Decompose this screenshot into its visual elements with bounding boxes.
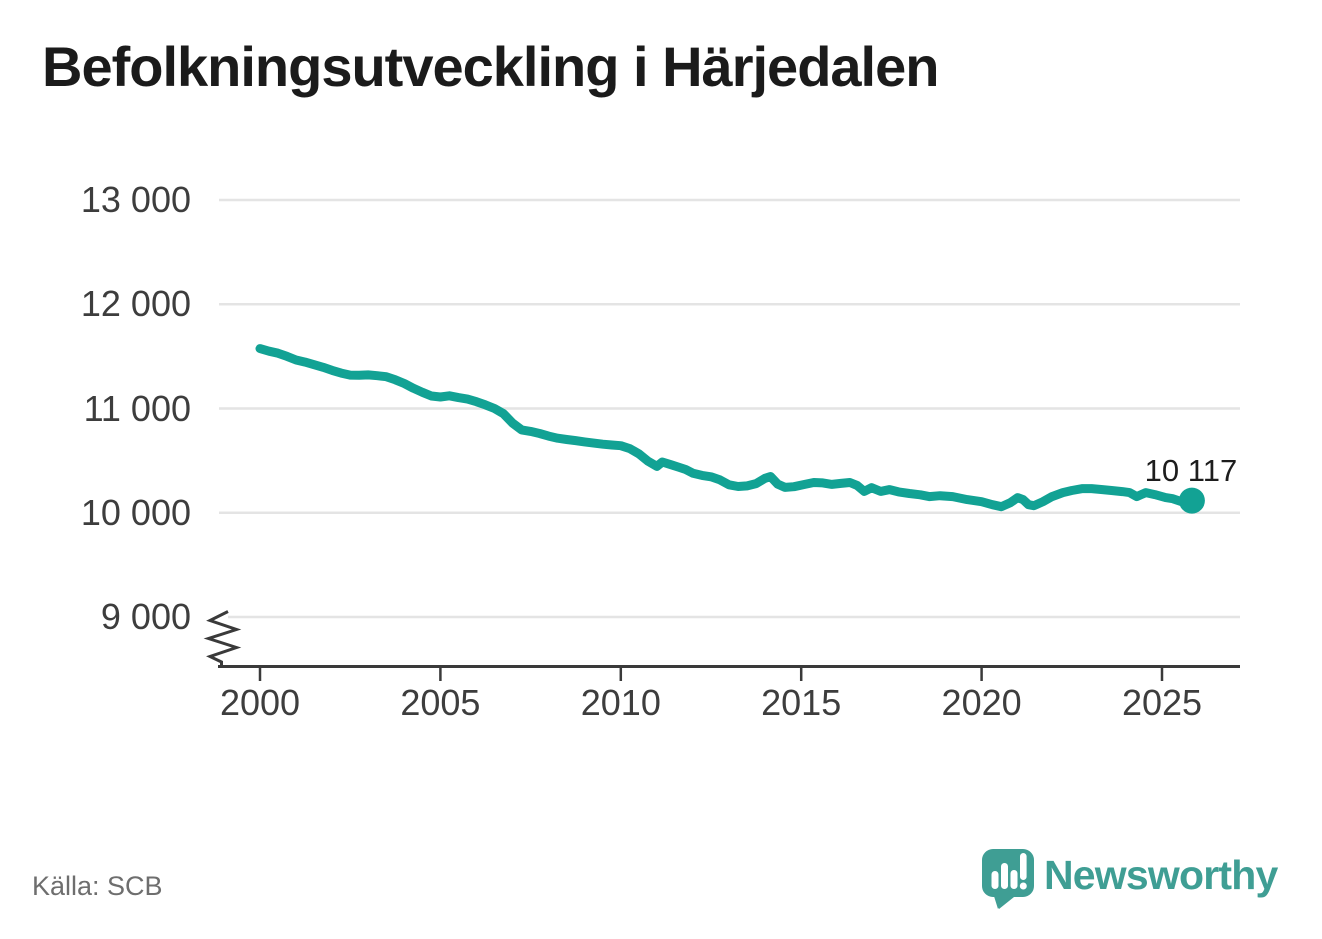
y-tick-label: 13 000 (80, 179, 191, 220)
x-tick-label: 2010 (580, 682, 661, 723)
axis-break-icon (203, 610, 242, 667)
gridlines (219, 198, 1240, 619)
x-tick-label: 2025 (1121, 682, 1203, 723)
newsworthy-logo-icon (982, 849, 1034, 909)
chart-title: Befolkningsutveckling i Härjedalen (42, 35, 939, 98)
x-tick-label: 2020 (941, 682, 1022, 723)
x-axis-ticks (258, 667, 1164, 681)
branding: Newsworthy (980, 846, 1300, 916)
source-note: Källa: SCB (32, 871, 163, 901)
x-tick-label: 2000 (219, 682, 301, 723)
population-series-line (255, 344, 1197, 512)
y-tick-label: 12 000 (80, 283, 191, 325)
y-tick-label: 10 000 (80, 491, 191, 533)
x-tick-label: 2005 (400, 682, 481, 723)
y-tick-label: 9 000 (100, 596, 191, 637)
newsworthy-wordmark: Newsworthy (1044, 852, 1278, 898)
latest-value-dot (1178, 487, 1205, 514)
x-tick-label: 2015 (761, 682, 842, 723)
y-tick-label: 11 000 (83, 387, 191, 429)
latest-value-label: 10 117 (1144, 452, 1238, 488)
